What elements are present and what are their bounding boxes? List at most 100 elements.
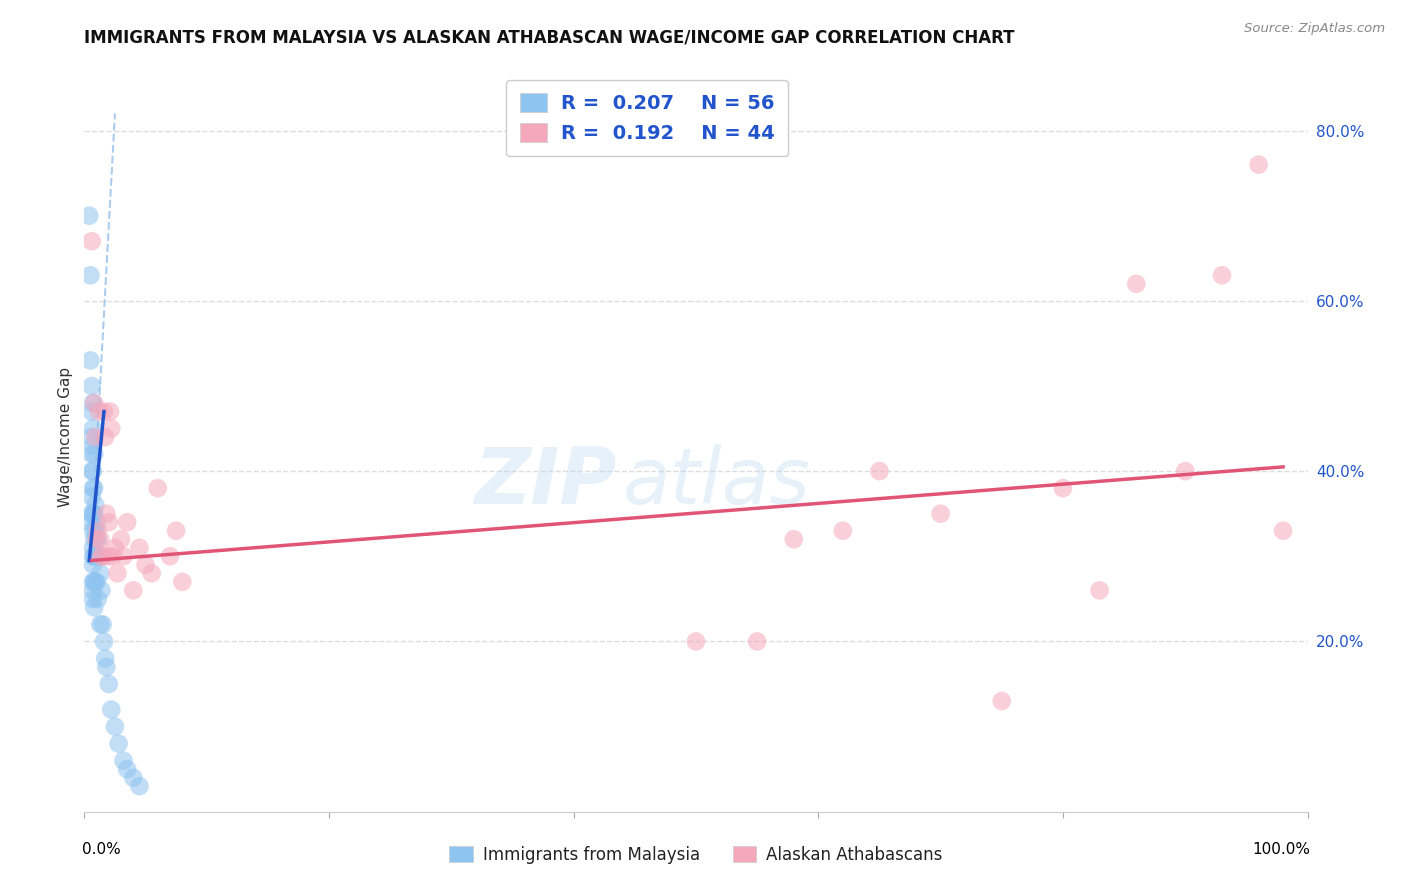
Point xyxy=(87,549,110,564)
Point xyxy=(79,268,101,283)
Point xyxy=(89,566,111,581)
Point xyxy=(80,404,103,418)
Text: Source: ZipAtlas.com: Source: ZipAtlas.com xyxy=(1244,22,1385,36)
Text: 100.0%: 100.0% xyxy=(1251,842,1310,856)
Point xyxy=(122,583,145,598)
Point xyxy=(747,634,769,648)
Point xyxy=(94,430,117,444)
Point xyxy=(90,583,112,598)
Point xyxy=(82,574,104,589)
Point xyxy=(1174,464,1197,478)
Point xyxy=(82,439,104,453)
Point xyxy=(146,481,169,495)
Point xyxy=(90,549,112,564)
Point xyxy=(80,430,103,444)
Point xyxy=(87,404,110,418)
Point xyxy=(87,591,110,606)
Point xyxy=(89,533,111,547)
Point xyxy=(101,549,124,564)
Point xyxy=(84,574,107,589)
Point xyxy=(96,507,118,521)
Point xyxy=(783,533,806,547)
Point xyxy=(83,447,105,461)
Point xyxy=(115,762,138,776)
Point xyxy=(1211,268,1233,283)
Point xyxy=(1272,524,1295,538)
Point xyxy=(112,754,135,768)
Point xyxy=(82,396,104,410)
Text: atlas: atlas xyxy=(623,444,810,520)
Point xyxy=(104,541,127,555)
Point xyxy=(86,574,108,589)
Point xyxy=(84,549,107,564)
Point xyxy=(82,558,104,572)
Point xyxy=(93,634,115,648)
Point xyxy=(107,737,129,751)
Point xyxy=(929,507,952,521)
Point xyxy=(122,771,145,785)
Point xyxy=(97,549,120,564)
Point xyxy=(98,404,121,418)
Point xyxy=(80,379,103,393)
Point xyxy=(831,524,853,538)
Point xyxy=(685,634,707,648)
Legend: Immigrants from Malaysia, Alaskan Athabascans: Immigrants from Malaysia, Alaskan Athaba… xyxy=(443,839,949,871)
Point xyxy=(82,464,104,478)
Point xyxy=(91,549,114,564)
Point xyxy=(77,209,100,223)
Text: 0.0%: 0.0% xyxy=(82,842,121,856)
Point xyxy=(159,549,181,564)
Point xyxy=(94,651,117,665)
Point xyxy=(79,353,101,368)
Point xyxy=(110,533,132,547)
Point xyxy=(87,524,110,538)
Point xyxy=(87,533,110,547)
Point xyxy=(83,507,105,521)
Point xyxy=(165,524,187,538)
Point xyxy=(86,533,108,547)
Point xyxy=(991,694,1014,708)
Point xyxy=(115,515,138,529)
Point xyxy=(83,574,105,589)
Point xyxy=(96,660,118,674)
Point xyxy=(83,600,105,615)
Point xyxy=(172,574,194,589)
Point xyxy=(128,779,150,793)
Point xyxy=(112,549,135,564)
Point xyxy=(141,566,163,581)
Text: ZIP: ZIP xyxy=(474,444,616,520)
Point xyxy=(128,541,150,555)
Point xyxy=(84,498,107,512)
Point xyxy=(97,515,120,529)
Point xyxy=(80,234,103,248)
Point xyxy=(1247,158,1270,172)
Point xyxy=(82,549,104,564)
Point xyxy=(82,583,104,598)
Point xyxy=(82,524,104,538)
Point xyxy=(83,396,105,410)
Point xyxy=(100,702,122,716)
Point xyxy=(84,524,107,538)
Point xyxy=(1125,277,1147,291)
Point xyxy=(93,404,115,418)
Point xyxy=(135,558,157,572)
Point xyxy=(83,549,105,564)
Point xyxy=(86,549,108,564)
Point xyxy=(100,421,122,435)
Point xyxy=(82,421,104,435)
Point xyxy=(91,617,114,632)
Point xyxy=(80,464,103,478)
Point xyxy=(82,481,104,495)
Point xyxy=(79,515,101,529)
Point xyxy=(869,464,891,478)
Point xyxy=(1088,583,1111,598)
Point xyxy=(105,566,128,581)
Point xyxy=(80,507,103,521)
Point xyxy=(84,430,107,444)
Point xyxy=(83,481,105,495)
Point xyxy=(104,720,127,734)
Point xyxy=(97,677,120,691)
Point xyxy=(80,490,103,504)
Point xyxy=(82,507,104,521)
Point xyxy=(82,541,104,555)
